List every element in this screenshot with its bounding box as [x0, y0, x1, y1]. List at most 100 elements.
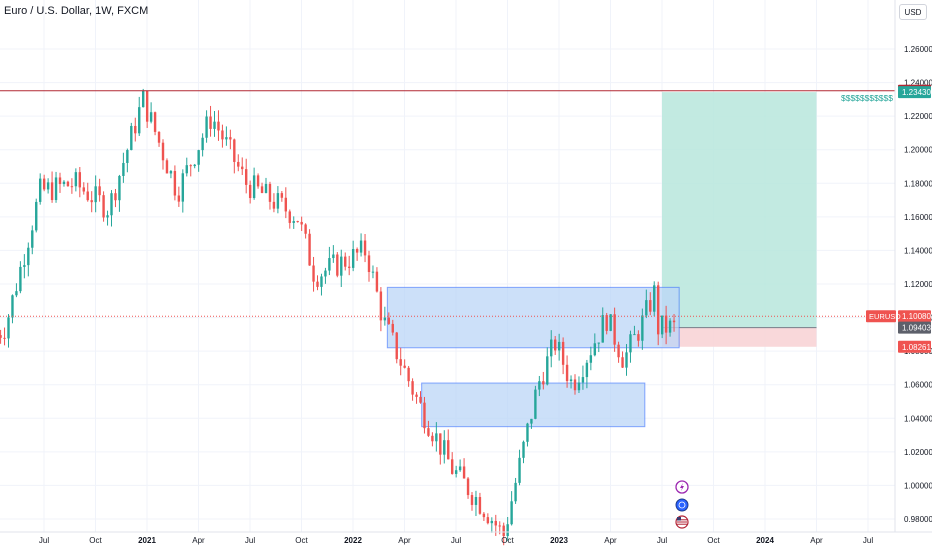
- currency-button[interactable]: USD: [899, 4, 927, 20]
- candle: [605, 315, 608, 331]
- candle: [248, 184, 252, 199]
- price-tick-label: 1.24000: [904, 79, 932, 88]
- candle: [138, 107, 141, 134]
- time-axis[interactable]: Jul Oct 2021 Apr Jul Oct 2022 Apr Jul Oct 2023 Apr J…: [0, 531, 932, 545]
- candle: [367, 255, 371, 273]
- candle: [375, 271, 379, 292]
- candle: [478, 497, 482, 514]
- candle: [70, 186, 74, 188]
- globe-icon[interactable]: [675, 498, 689, 512]
- candle: [664, 315, 668, 333]
- candle: [645, 300, 648, 316]
- candles: [0, 88, 676, 546]
- candle: [383, 317, 387, 321]
- candle: [189, 165, 192, 167]
- candle: [506, 524, 509, 537]
- candle: [649, 300, 652, 312]
- candle: [486, 517, 490, 524]
- demand-zone[interactable]: [386, 286, 680, 349]
- candle: [7, 317, 10, 339]
- price-axis[interactable]: 1.26000 1.24000 1.22000 1.20000 1.18000 1.160…: [866, 0, 932, 532]
- price-tag: [898, 86, 931, 99]
- target-label: $$$$$$$$$$$: [841, 93, 893, 103]
- candle: [177, 195, 181, 202]
- candle: [621, 357, 624, 368]
- candle: [209, 116, 212, 129]
- candle: [280, 193, 284, 198]
- candle: [252, 175, 256, 199]
- candle: [193, 164, 196, 167]
- candle: [625, 352, 628, 368]
- candle: [276, 193, 280, 209]
- candle: [407, 367, 410, 382]
- candle: [272, 201, 276, 209]
- candle: [482, 513, 486, 518]
- candle: [11, 295, 14, 318]
- candle: [542, 381, 545, 385]
- candle: [316, 281, 319, 287]
- candle: [660, 315, 664, 335]
- candle: [431, 435, 434, 442]
- candle: [351, 249, 355, 268]
- candle: [613, 314, 616, 345]
- candle: [304, 224, 307, 234]
- candle: [225, 137, 228, 140]
- candle: [157, 131, 161, 143]
- candle: [557, 341, 561, 351]
- candle: [550, 339, 553, 357]
- candle: [23, 265, 26, 267]
- candle: [530, 418, 533, 424]
- candle: [221, 130, 224, 140]
- price-tag-label: 1.08261: [902, 343, 931, 352]
- candle: [601, 315, 604, 343]
- candle: [419, 396, 422, 403]
- candle: [268, 183, 272, 202]
- time-tick-label: Apr: [604, 536, 617, 545]
- price-tag-label: 1.23430: [902, 88, 931, 97]
- globe-icon-ring: [678, 501, 686, 509]
- target-zone[interactable]: [662, 92, 817, 328]
- candle: [27, 247, 30, 266]
- candle: [363, 240, 367, 256]
- stop-zone[interactable]: [662, 327, 817, 347]
- time-tick-label: Oct: [89, 536, 102, 545]
- demand-zone[interactable]: [421, 382, 646, 428]
- candle: [237, 161, 240, 167]
- candle: [332, 254, 335, 259]
- time-tick-label: 2021: [138, 536, 156, 545]
- candle: [340, 256, 343, 276]
- candle: [320, 276, 323, 287]
- price-tick-label: 1.02000: [904, 448, 932, 457]
- event-icons[interactable]: [675, 480, 689, 529]
- candle: [106, 215, 109, 218]
- candle: [629, 334, 632, 353]
- drawings[interactable]: [386, 92, 817, 428]
- candle: [126, 150, 129, 163]
- candle: [149, 112, 153, 122]
- time-tick-label: Apr: [398, 536, 411, 545]
- candle: [344, 256, 347, 267]
- candle: [359, 240, 363, 253]
- candle: [593, 343, 597, 356]
- candle: [205, 116, 208, 138]
- price-tick-label: 1.26000: [904, 45, 932, 54]
- candle: [185, 165, 188, 174]
- candle: [233, 139, 236, 162]
- candle: [371, 271, 375, 273]
- candle: [581, 377, 585, 383]
- candle: [94, 186, 97, 203]
- candle: [308, 233, 311, 266]
- candle: [328, 258, 331, 271]
- candle: [609, 314, 612, 331]
- candle: [102, 195, 105, 218]
- candle: [118, 175, 121, 201]
- candle: [423, 402, 426, 429]
- candle: [538, 381, 541, 390]
- candle: [617, 344, 620, 358]
- price-tick-label: 1.18000: [904, 179, 932, 188]
- candle: [427, 428, 430, 436]
- candle: [573, 379, 577, 391]
- candle: [165, 160, 169, 174]
